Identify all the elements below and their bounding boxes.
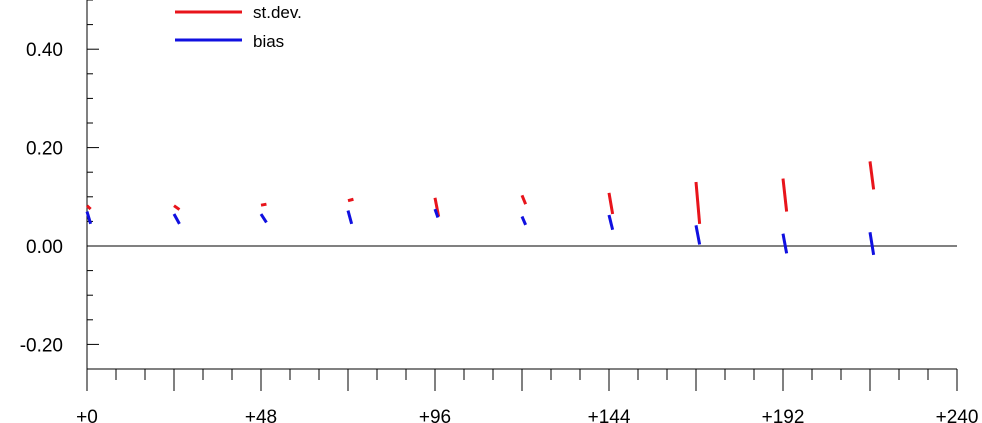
y-tick-label: 0.20 bbox=[26, 139, 63, 160]
st-dev-segment bbox=[694, 181, 702, 224]
st-dev-segment bbox=[260, 202, 267, 207]
bias-segment bbox=[346, 210, 354, 225]
st-dev-segment bbox=[347, 197, 354, 203]
x-tick-label: +144 bbox=[588, 407, 631, 423]
bias-segment bbox=[433, 208, 440, 218]
bias-segment bbox=[607, 214, 615, 231]
y-tick-label: -0.20 bbox=[20, 335, 63, 356]
st-dev-segment bbox=[85, 204, 92, 211]
st-dev-segment bbox=[520, 194, 528, 205]
bias-segment bbox=[868, 231, 876, 256]
bias-segment bbox=[259, 213, 268, 224]
legend-label-stdev: st.dev. bbox=[253, 3, 302, 22]
st-dev-segment bbox=[173, 204, 181, 211]
x-tick-label: +0 bbox=[76, 407, 98, 423]
st-dev-segment bbox=[781, 178, 789, 212]
axes: -0.20 0.00 0.20 0.40 +0 +48 +96 +144 +192 +240 bbox=[20, 0, 979, 423]
bias-segment bbox=[694, 225, 702, 245]
legend-label-bias: bias bbox=[253, 32, 284, 51]
bias-segment bbox=[520, 215, 528, 226]
st-dev-segment bbox=[868, 161, 876, 190]
st-dev-segment bbox=[607, 192, 615, 215]
legend: st.dev. bias bbox=[175, 3, 302, 51]
x-tick-label: +48 bbox=[245, 407, 277, 423]
bias-segment bbox=[172, 213, 181, 225]
x-tick-label: +192 bbox=[762, 407, 805, 423]
bias-segment bbox=[85, 211, 93, 225]
x-tick-label: +240 bbox=[936, 407, 979, 423]
y-tick-label: 0.40 bbox=[26, 40, 63, 61]
y-tick-label: 0.00 bbox=[26, 237, 63, 258]
series-group bbox=[85, 161, 876, 256]
x-tick-label: +96 bbox=[419, 407, 451, 423]
bias-segment bbox=[781, 233, 789, 254]
